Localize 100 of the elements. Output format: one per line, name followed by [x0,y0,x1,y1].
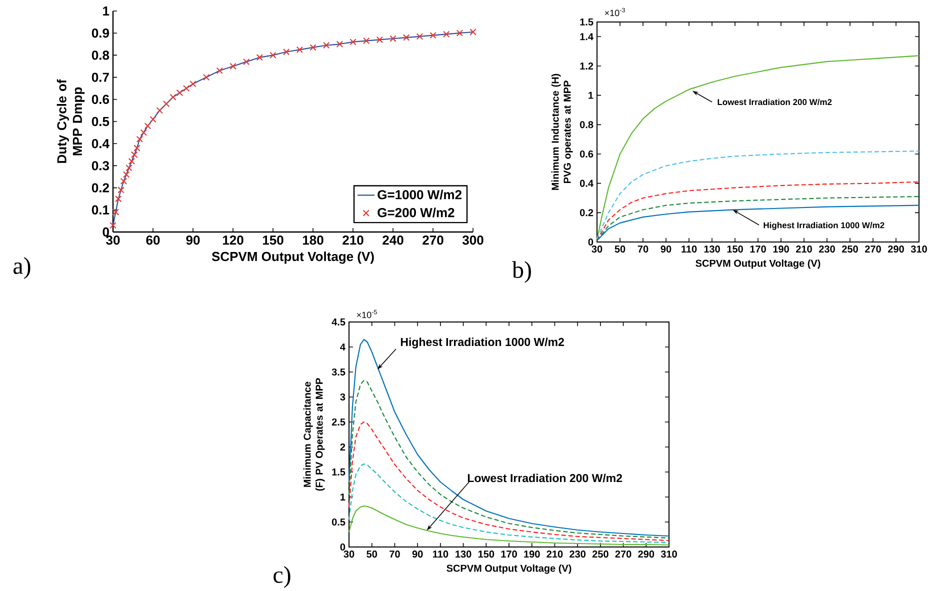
x-tick-label: 130 [704,246,720,253]
x-tick-label: 310 [660,550,677,558]
y-tick-label: 0.5 [332,518,346,526]
x-tick-label: 90 [660,246,672,253]
annotation: Lowest Irradiation 200 W/m2 [718,98,832,106]
point [242,58,250,66]
point [150,116,156,123]
y-tick-label: 3 [340,393,346,401]
point [430,32,436,39]
y-tick-label: 0.3 [92,161,110,170]
point [256,54,264,61]
x-tick-label: 270 [615,550,632,558]
x-tick-label: 230 [819,246,835,253]
point [390,35,396,42]
x-tick-label: 190 [773,246,789,253]
x-axis-title: SCPVM Output Voltage (V) [446,564,572,574]
y-tick-label: 0 [340,543,346,551]
x-tick-label: 210 [546,550,563,558]
x-tick-label: 250 [842,246,858,253]
x-tick-label: 150 [478,550,494,558]
point [282,48,290,56]
x-tick-label: 310 [910,246,927,253]
point [126,164,132,172]
y-tick-label: 1 [588,92,594,99]
point [322,42,330,49]
y-tick-label: 0.5 [92,116,110,126]
x-tick-label: 170 [501,550,517,558]
y-tick-label: 0.4 [580,180,594,187]
x-tick-label: 290 [638,550,654,558]
legend-label: G=1000 W/m2 [378,190,462,200]
x-tick-label: 90 [412,550,423,558]
legend-label: G=200 W/m2 [378,208,454,218]
line-series [596,204,920,242]
point [350,38,356,46]
line-series [596,196,920,242]
x-tick-label: 190 [524,550,540,558]
y-axis-title: Duty Cycle of MPP Dmpp [56,79,85,163]
x-tick-label: 50 [614,246,626,253]
x-tick-label: 30 [344,550,354,558]
y-tick-label: 0.6 [580,150,594,158]
point [402,34,410,41]
text: ×10$^{-5}$ [356,310,377,318]
x-tick-label: 210 [342,236,364,245]
x-tick-label: 290 [888,246,904,253]
x-tick-label: 60 [146,236,160,245]
point [336,40,344,48]
x-tick-label: 70 [390,550,400,558]
annotation: Lowest Irradiation 200 W/m2 [468,474,622,482]
x-tick-label: 110 [432,550,448,558]
y-tick-label: 2.5 [332,418,346,426]
point [442,30,450,38]
y-axis-title: Minimum Capacitance (F) PV Operates at MPP [303,378,325,491]
point [456,30,464,36]
x-tick-label: 210 [796,246,812,253]
point [270,52,276,59]
x-axis-title: SCPVM Output Voltage (V) [696,259,820,269]
x-tick-label: 270 [865,246,881,253]
x-tick-label: 240 [382,236,404,245]
y-tick-label: 0.2 [92,183,109,192]
point [110,222,116,229]
point [310,44,316,51]
point [416,33,424,40]
point [190,80,196,88]
line-series [348,421,670,542]
point [176,89,184,96]
x-tick-label: 70 [638,246,648,253]
point [114,195,122,202]
y-tick-label: 1 [103,6,110,16]
y-tick-label: 0.8 [580,121,594,128]
x-tick-label: 110 [682,246,697,253]
annotation: Highest Irradiation 1000 W/m2 [764,222,884,230]
x-tick-label: 300 [462,236,484,245]
x-tick-label: 30 [106,236,120,245]
x-tick-label: 30 [592,246,602,253]
y-tick-label: 4.5 [332,318,346,326]
text: c) [274,566,290,588]
y-tick-label: 0.6 [92,94,110,104]
point [122,171,130,178]
point [470,28,476,36]
point [296,46,304,54]
point [216,67,224,74]
y-tick-label: 0.8 [92,50,110,60]
y-tick-label: 0 [588,238,594,246]
y-tick-label: 1 [340,494,346,500]
y-tick-label: 1.5 [580,18,594,26]
point [376,36,384,44]
line-series [348,505,670,546]
point [144,122,152,130]
y-tick-label: 1.4 [580,33,594,40]
y-tick-label: 0.7 [92,72,109,82]
point [202,74,210,81]
text: ×10$^{-3}$ [604,8,625,16]
line-series [348,380,670,539]
point [170,94,176,101]
x-tick-label: 180 [302,236,324,245]
y-tick-label: 0 [102,227,109,237]
point [136,136,144,143]
x-axis-title: SCPVM Output Voltage (V) [212,252,374,264]
y-tick-label: 0.2 [580,209,594,216]
x-tick-label: 150 [727,246,743,253]
